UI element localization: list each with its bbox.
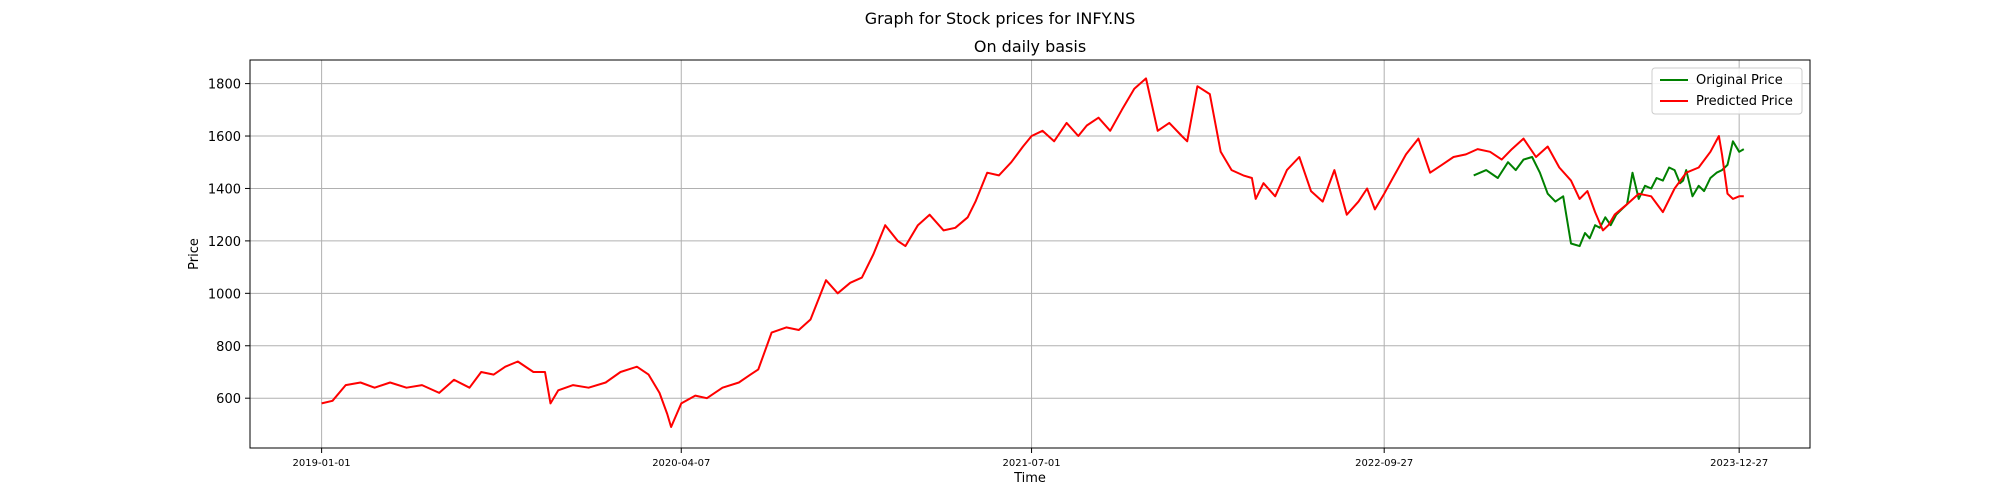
legend-box bbox=[1651, 67, 1803, 115]
chart-suptitle: Graph for Stock prices for INFY.NS bbox=[865, 9, 1136, 28]
x-tick-label: 2023-12-27 bbox=[1710, 458, 1768, 469]
series-line-predicted-price bbox=[321, 77, 1744, 428]
x-tick-label: 2020-04-07 bbox=[652, 458, 710, 469]
y-tick-label: 1200 bbox=[208, 235, 241, 250]
series-line-original-price bbox=[1473, 140, 1745, 248]
plot-frame bbox=[249, 59, 1811, 449]
y-tick-label: 600 bbox=[216, 392, 241, 407]
tick-layer: 600 800 1000 1200 1400 1600 1800 2019-01-01 2020… bbox=[208, 78, 1768, 469]
chart-legend: Original Price Predicted Price bbox=[1651, 67, 1803, 115]
x-tick-label: 2021-07-01 bbox=[1002, 458, 1060, 469]
legend-label-original-price: Original Price bbox=[1696, 73, 1783, 88]
grid-layer bbox=[250, 60, 1810, 448]
legend-label-predicted-price: Predicted Price bbox=[1696, 94, 1793, 109]
y-axis-label: Price bbox=[187, 238, 202, 270]
y-tick-label: 1400 bbox=[208, 182, 241, 197]
series-layer bbox=[321, 77, 1745, 428]
y-tick-label: 800 bbox=[216, 340, 241, 355]
chart-title: On daily basis bbox=[974, 37, 1086, 56]
x-tick-label: 2022-09-27 bbox=[1355, 458, 1413, 469]
y-tick-label: 1600 bbox=[208, 130, 241, 145]
y-tick-label: 1000 bbox=[208, 287, 241, 302]
y-tick-label: 1800 bbox=[208, 78, 241, 93]
x-axis-label: Time bbox=[1013, 471, 1046, 486]
x-tick-label: 2019-01-01 bbox=[293, 458, 351, 469]
